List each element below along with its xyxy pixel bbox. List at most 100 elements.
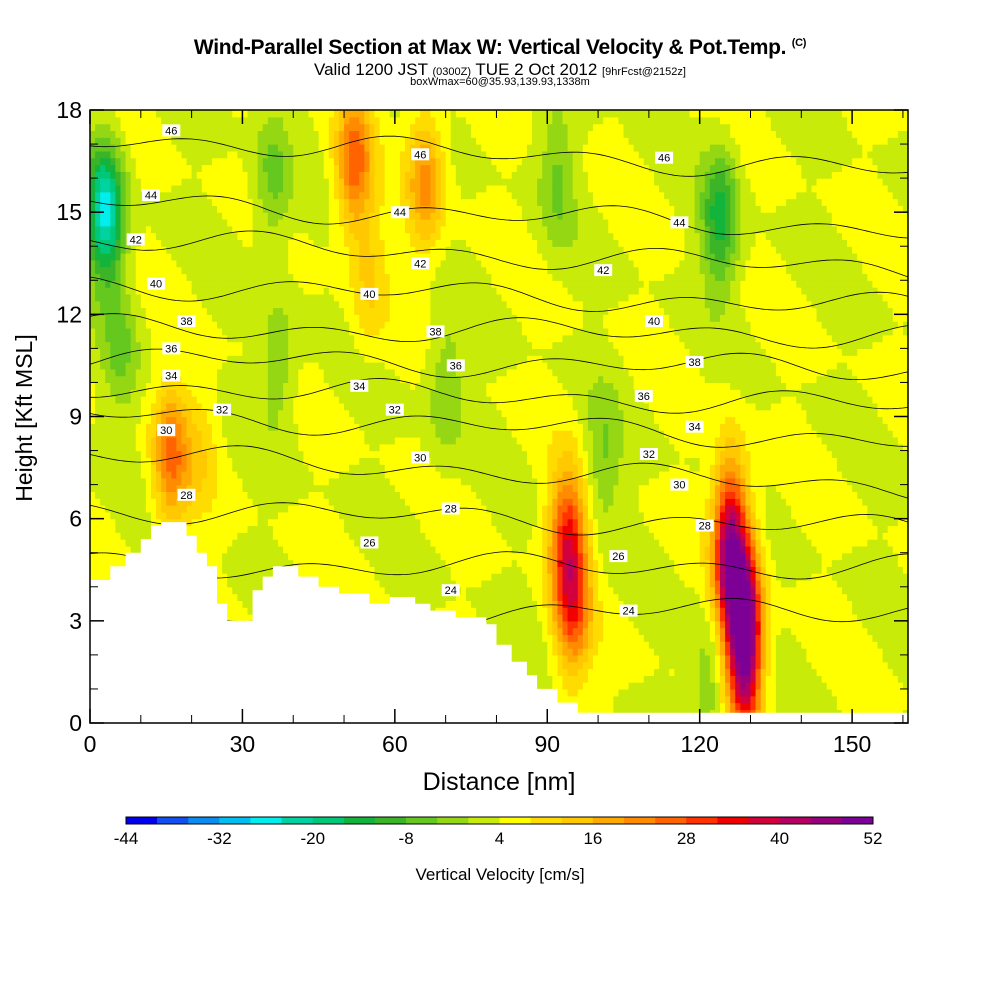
field-cell	[750, 634, 757, 642]
field-cell	[420, 552, 426, 561]
field-cell	[592, 532, 599, 540]
field-cell	[420, 539, 426, 547]
field-cell	[389, 525, 396, 533]
field-cell	[679, 682, 686, 690]
field-cell	[897, 607, 904, 615]
field-cell	[115, 525, 122, 533]
field-cell	[730, 532, 736, 540]
field-cell	[770, 579, 777, 588]
field-cell	[547, 518, 553, 527]
field-cell	[405, 518, 411, 527]
field-cell	[836, 539, 843, 547]
field-cell	[841, 600, 848, 608]
field-cell	[730, 641, 736, 649]
field-cell	[547, 552, 553, 561]
field-cell	[628, 518, 635, 527]
field-cell	[780, 702, 787, 710]
field-cell	[623, 545, 630, 554]
field-cell	[770, 559, 777, 567]
field-cell	[857, 661, 863, 670]
field-cell	[592, 661, 599, 670]
field-cell	[638, 627, 645, 636]
field-cell	[95, 532, 101, 540]
field-cell	[526, 607, 533, 615]
field-cell	[465, 539, 472, 547]
field-cell	[852, 539, 858, 547]
field-cell	[689, 702, 696, 710]
field-cell	[709, 545, 716, 554]
field-cell	[572, 545, 579, 554]
field-cell	[257, 579, 264, 588]
field-cell	[720, 579, 726, 588]
field-cell	[892, 688, 899, 697]
field-cell	[603, 586, 609, 595]
field-cell	[740, 634, 747, 642]
field-cell	[684, 614, 691, 622]
field-cell	[699, 661, 706, 670]
field-cell	[826, 682, 833, 690]
field-cell	[659, 539, 665, 547]
field-cell	[892, 661, 899, 670]
field-cell	[643, 511, 650, 520]
field-cell	[603, 573, 609, 581]
field-cell	[689, 675, 696, 683]
field-cell	[664, 682, 670, 690]
field-cell	[384, 559, 391, 567]
field-cell	[410, 573, 416, 581]
field-cell	[740, 545, 747, 554]
field-cell	[760, 648, 767, 656]
field-cell	[537, 511, 543, 520]
field-cell	[608, 620, 614, 629]
field-cell	[598, 539, 604, 547]
field-cell	[653, 518, 660, 527]
field-cell	[603, 654, 609, 663]
field-cell	[897, 682, 904, 690]
field-cell	[852, 511, 858, 520]
field-cell	[323, 545, 330, 554]
field-cell	[730, 682, 736, 690]
field-cell	[542, 607, 548, 615]
field-cell	[491, 511, 498, 520]
field-cell	[603, 593, 609, 601]
field-cell	[430, 518, 437, 527]
field-cell	[750, 648, 757, 656]
field-cell	[252, 552, 259, 561]
field-cell	[328, 511, 335, 520]
field-cell	[476, 579, 482, 588]
field-cell	[582, 702, 589, 710]
field-cell	[623, 641, 630, 649]
field-cell	[750, 641, 757, 649]
field-cell	[786, 695, 792, 704]
field-cell	[242, 586, 249, 595]
field-cell	[801, 634, 807, 642]
field-cell	[277, 552, 284, 561]
field-cell	[633, 525, 640, 533]
field-cell	[786, 552, 792, 561]
field-cell	[638, 614, 645, 622]
field-cell	[222, 566, 228, 574]
field-cell	[516, 579, 523, 588]
field-cell	[862, 688, 868, 697]
field-cell	[852, 682, 858, 690]
field-cell	[791, 593, 797, 601]
field-cell	[481, 607, 487, 615]
field-cell	[603, 600, 609, 608]
field-cell	[633, 695, 640, 704]
field-cell	[95, 573, 101, 581]
field-cell	[95, 511, 101, 520]
field-cell	[897, 539, 904, 547]
field-cell	[516, 545, 523, 554]
field-cell	[217, 511, 223, 520]
field-cell	[714, 695, 721, 704]
field-cell	[674, 641, 680, 649]
field-cell	[369, 545, 376, 554]
field-cell	[516, 641, 523, 649]
field-cell	[714, 566, 721, 574]
field-cell	[659, 620, 665, 629]
field-cell	[333, 539, 340, 547]
field-cell	[857, 566, 863, 574]
field-cell	[577, 559, 584, 567]
field-cell	[572, 695, 579, 704]
field-cell	[831, 675, 838, 683]
field-cell	[237, 586, 244, 595]
